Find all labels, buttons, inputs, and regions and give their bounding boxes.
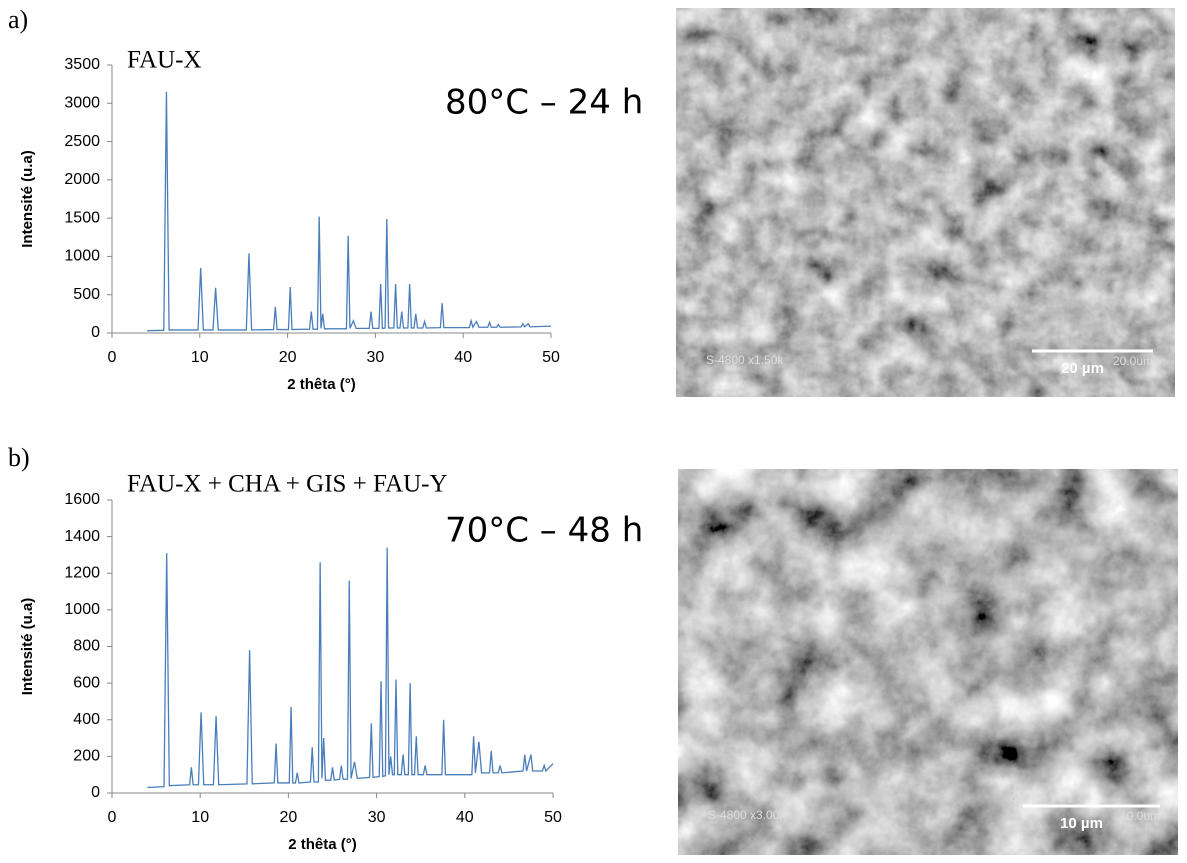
y-tick-label: 2500 (64, 133, 100, 150)
scale-bar-label: 20 µm (1061, 360, 1104, 377)
y-axis-title: Intensité (u.a) (19, 150, 36, 248)
scale-bar-value: 20.0um (1113, 354, 1153, 368)
x-tick-label: 50 (542, 349, 560, 366)
phase-label: FAU-X + CHA + GIS + FAU-Y (127, 471, 448, 498)
y-tick-label: 1500 (64, 209, 100, 226)
x-tick-label: 10 (191, 809, 209, 826)
y-tick-label: 1000 (64, 601, 100, 618)
x-tick-label: 30 (368, 809, 386, 826)
x-tick-label: 20 (279, 349, 297, 366)
y-tick-label: 1400 (64, 528, 100, 545)
condition-label: 80°C – 24 h (445, 83, 643, 123)
condition-label: 70°C – 48 h (445, 511, 643, 551)
y-tick-label: 1000 (64, 248, 100, 265)
sem-info: S-4800 x3.00k (708, 808, 786, 822)
xrd-pattern (147, 91, 552, 332)
y-tick-label: 1200 (64, 564, 100, 581)
y-tick-label: 1600 (64, 491, 100, 508)
x-tick-label: 30 (367, 349, 385, 366)
y-tick-label: 500 (73, 286, 100, 303)
y-axis-title: Intensité (u.a) (19, 598, 36, 696)
panel-label: b) (8, 443, 30, 472)
y-tick-label: 0 (91, 324, 100, 341)
phase-label: FAU-X (127, 47, 202, 74)
y-tick-label: 3000 (64, 95, 100, 112)
y-tick-label: 0 (91, 784, 100, 801)
x-axis-title: 2 thêta (°) (288, 836, 357, 853)
y-tick-label: 400 (73, 711, 100, 728)
x-axis-title: 2 thêta (°) (287, 376, 356, 393)
x-tick-label: 40 (456, 809, 474, 826)
y-tick-label: 200 (73, 748, 100, 765)
x-tick-label: 0 (108, 349, 117, 366)
y-tick-label: 600 (73, 674, 100, 691)
x-tick-label: 20 (280, 809, 298, 826)
panel-label: a) (8, 5, 28, 34)
scale-bar-value: 10.0um (1120, 809, 1160, 823)
x-tick-label: 10 (191, 349, 209, 366)
y-tick-label: 2000 (64, 171, 100, 188)
sem-image (678, 469, 1178, 855)
xrd-pattern (147, 547, 554, 789)
y-tick-label: 800 (73, 638, 100, 655)
y-tick-label: 3500 (64, 56, 100, 73)
sem-info: S-4800 x1.50k (706, 353, 784, 367)
sem-image (676, 8, 1175, 397)
x-tick-label: 40 (454, 349, 472, 366)
x-tick-label: 50 (544, 809, 562, 826)
scale-bar-label: 10 µm (1060, 815, 1103, 832)
x-tick-label: 0 (108, 809, 117, 826)
